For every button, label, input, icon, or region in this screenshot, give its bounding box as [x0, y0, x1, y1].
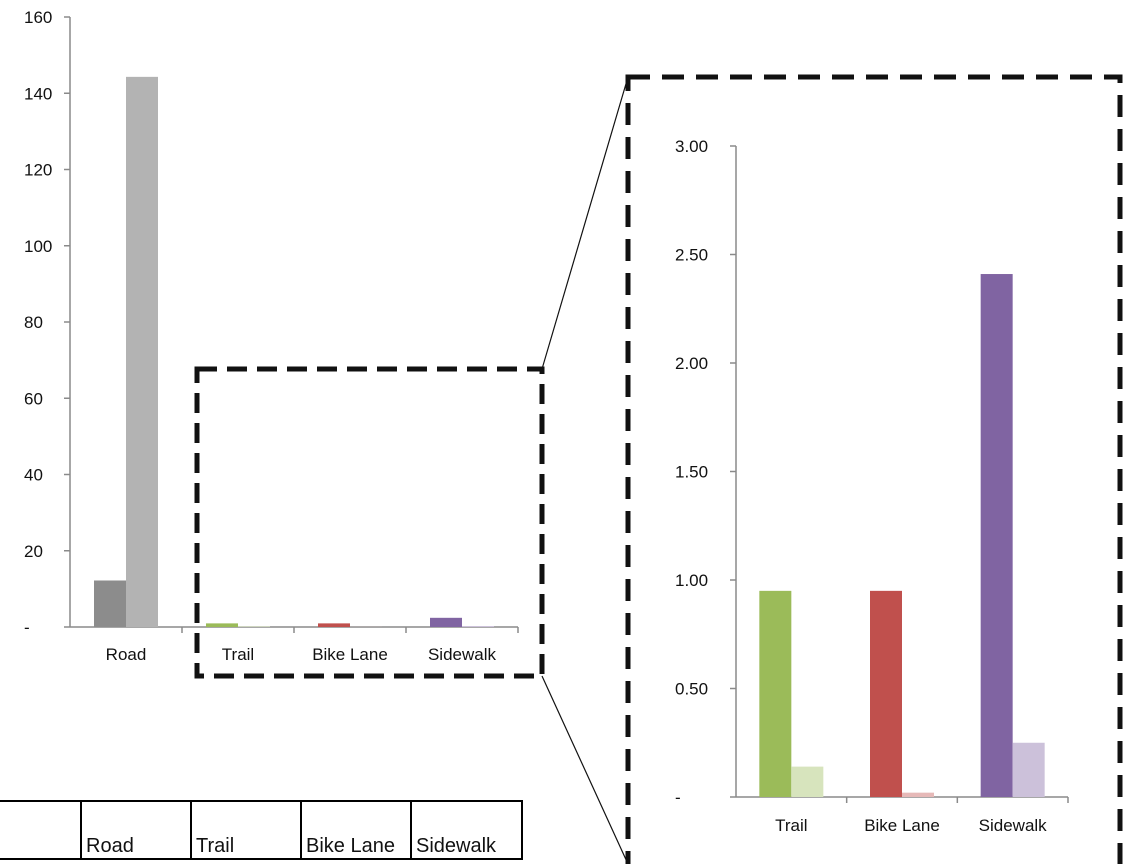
- table-header-cell-road: Road: [80, 800, 192, 860]
- y-tick-label: -: [675, 788, 681, 807]
- connector-line-bottom: [541, 675, 629, 864]
- bar-road-series-2: [126, 76, 158, 627]
- bar-bike-lane-series-1: [870, 590, 902, 797]
- connector-line-top: [541, 76, 629, 370]
- bar-bike-lane-series-2: [902, 792, 934, 797]
- y-tick-label: 40: [24, 466, 43, 485]
- bar-sidewalk-series-1: [980, 274, 1013, 797]
- y-tick-label: 2.00: [675, 354, 708, 373]
- y-tick-label: 80: [24, 313, 43, 332]
- y-tick-label: 60: [24, 389, 43, 408]
- bar-sidewalk-series-2: [462, 626, 494, 627]
- bar-road-series-1: [94, 580, 126, 627]
- zoom-panel-box: [625, 74, 1123, 864]
- zoom-callout: [194, 74, 1123, 864]
- bar-trail-series-2: [791, 766, 824, 797]
- y-tick-label: 0.50: [675, 680, 708, 699]
- bar-bike-lane-series-1: [318, 623, 350, 627]
- y-tick-label: 1.00: [675, 571, 708, 590]
- bar-sidewalk-series-2: [1012, 742, 1045, 797]
- y-tick-label: 160: [24, 8, 52, 27]
- y-tick-label: 1.50: [675, 463, 708, 482]
- bar-trail-series-1: [759, 590, 792, 797]
- table-header-row: Road Trail Bike Lane Sidewalk: [0, 800, 523, 860]
- x-tick-label: Trail: [222, 645, 254, 664]
- x-tick-label: Trail: [775, 816, 807, 835]
- table-header-cell-sidewalk: Sidewalk: [410, 800, 523, 860]
- data-table: Road Trail Bike Lane Sidewalk: [0, 800, 523, 860]
- table-header-cell-blank: [0, 800, 82, 860]
- table-header-cell-trail: Trail: [190, 800, 302, 860]
- y-tick-label: 100: [24, 237, 52, 256]
- y-tick-label: 140: [24, 84, 52, 103]
- x-tick-label: Sidewalk: [428, 645, 497, 664]
- y-tick-label: 120: [24, 161, 52, 180]
- x-tick-label: Road: [106, 645, 147, 664]
- y-tick-label: 3.00: [675, 137, 708, 156]
- x-tick-label: Bike Lane: [864, 816, 940, 835]
- table-header-cell-bike-lane: Bike Lane: [300, 800, 412, 860]
- y-tick-label: 2.50: [675, 246, 708, 265]
- y-tick-label: 20: [24, 542, 43, 561]
- bar-sidewalk-series-1: [430, 617, 462, 627]
- zoom-chart: - 0.50 1.00 1.50 2.00 2.50 3.00 Trail Bike Lane S…: [675, 137, 1069, 835]
- bar-trail-series-1: [206, 623, 238, 627]
- x-tick-label: Sidewalk: [979, 816, 1048, 835]
- y-tick-label: -: [24, 618, 30, 637]
- x-tick-label: Bike Lane: [312, 645, 388, 664]
- zoom-region-box: [194, 366, 545, 679]
- main-chart: - 20 40 60 80 100 120 140 160 Road Trail Bike Lane S…: [24, 8, 519, 664]
- bar-trail-series-2: [238, 626, 270, 627]
